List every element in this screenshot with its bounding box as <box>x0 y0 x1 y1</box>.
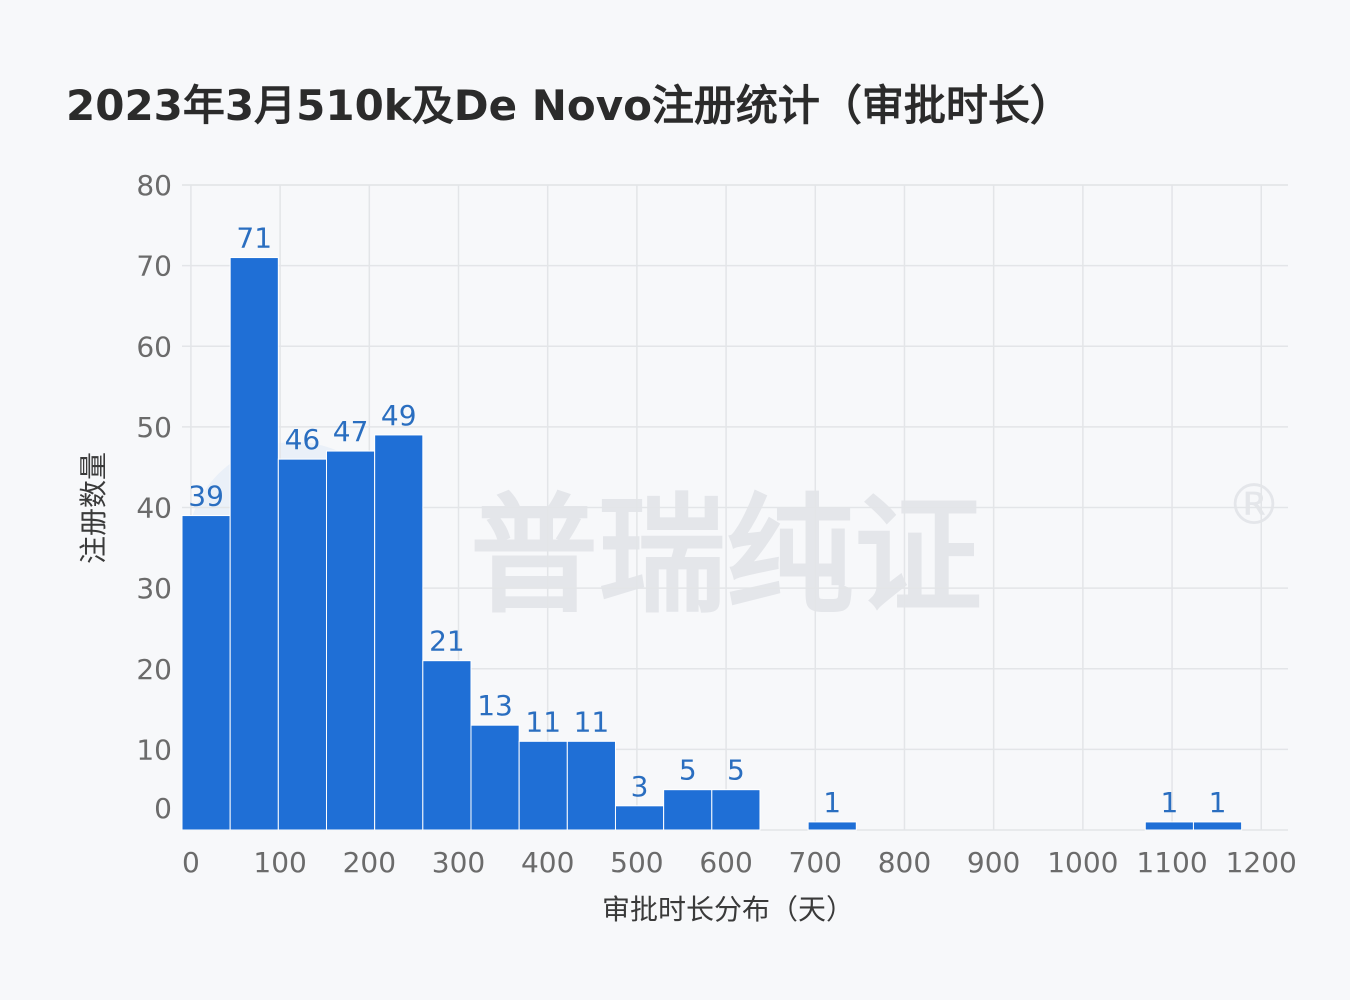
histogram-bar <box>663 789 713 831</box>
y-tick-label: 70 <box>136 250 172 283</box>
bar-value-label: 5 <box>679 754 697 787</box>
bar-value-label: 39 <box>188 480 224 513</box>
bar-value-label: 11 <box>525 705 561 738</box>
histogram-bar <box>614 805 665 831</box>
y-tick-label: 80 <box>136 169 172 202</box>
x-tick-label: 400 <box>521 846 574 879</box>
y-tick-label: 60 <box>136 330 172 363</box>
bar-value-label: 5 <box>727 754 745 787</box>
histogram-bar <box>566 740 616 831</box>
x-axis-title: 审批时长分布（天） <box>602 893 854 926</box>
y-tick-label: 20 <box>136 653 172 686</box>
y-axis-title: 注册数量 <box>77 452 110 564</box>
x-tick-label: 900 <box>967 846 1020 879</box>
watermark-registered-mark: ® <box>1226 473 1282 538</box>
y-axis-ticks: 0 10 20 30 40 50 60 70 80 <box>136 169 172 825</box>
x-tick-label: 300 <box>432 846 485 879</box>
histogram-bar <box>422 660 472 831</box>
histogram-bar <box>229 257 279 831</box>
bar-value-label: 13 <box>477 689 513 722</box>
histogram-bar <box>807 821 857 831</box>
bar-value-label: 47 <box>333 415 369 448</box>
bar-value-label: 1 <box>1160 786 1178 819</box>
bars <box>181 257 1243 831</box>
x-tick-label: 500 <box>610 846 663 879</box>
histogram-bar <box>1192 821 1243 831</box>
histogram-bar <box>711 789 761 831</box>
y-tick-label: 10 <box>136 733 172 766</box>
histogram-bar <box>181 515 231 831</box>
bar-value-label: 49 <box>381 399 417 432</box>
histogram-bar <box>277 458 327 831</box>
y-tick-label: 50 <box>136 411 172 444</box>
bar-value-label: 46 <box>285 423 321 456</box>
chart-title: 2023年3月510k及De Novo注册统计（审批时长） <box>66 81 1072 130</box>
histogram-bar <box>1144 821 1194 831</box>
x-tick-label: 0 <box>182 846 200 879</box>
y-tick-label: 40 <box>136 492 172 525</box>
x-tick-label: 100 <box>253 846 306 879</box>
histogram-bar <box>325 450 376 831</box>
bar-value-label: 1 <box>823 786 841 819</box>
x-tick-label: 1200 <box>1226 846 1297 879</box>
y-tick-label: 0 <box>154 792 172 825</box>
x-tick-label: 600 <box>699 846 752 879</box>
x-axis-ticks: 0 100 200 300 400 500 600 700 800 900 1000 1100 1200 <box>182 846 1297 879</box>
bar-value-label: 1 <box>1209 786 1227 819</box>
bar-value-label: 71 <box>236 222 272 255</box>
x-tick-label: 1100 <box>1136 846 1207 879</box>
histogram-bar <box>518 740 568 831</box>
histogram-bar <box>470 724 520 831</box>
y-tick-label: 30 <box>136 572 172 605</box>
x-tick-label: 800 <box>878 846 931 879</box>
histogram-bar <box>374 434 424 831</box>
x-tick-label: 1000 <box>1047 846 1118 879</box>
bar-value-label: 3 <box>631 770 649 803</box>
bar-value-label: 21 <box>429 625 465 658</box>
bar-value-label: 11 <box>574 705 610 738</box>
x-tick-label: 200 <box>343 846 396 879</box>
x-tick-label: 700 <box>789 846 842 879</box>
